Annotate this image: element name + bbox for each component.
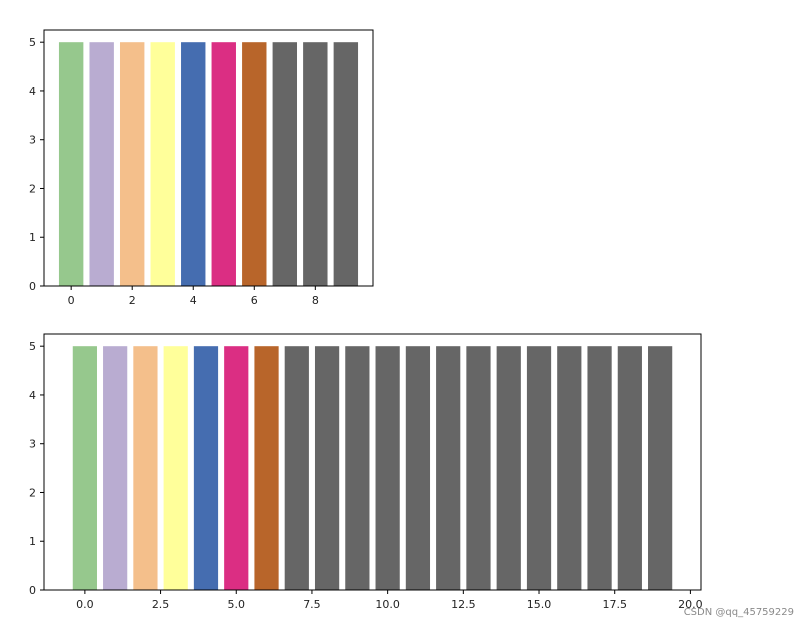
y-tick-label: 5 <box>29 340 36 353</box>
bar-7 <box>284 346 309 590</box>
y-tick-label: 3 <box>29 134 36 147</box>
bar-1 <box>103 346 128 590</box>
bar-1 <box>89 42 114 286</box>
bar-14 <box>496 346 521 590</box>
bar-2 <box>119 42 145 286</box>
x-tick-label: 0 <box>68 294 75 307</box>
x-tick-label: 6 <box>251 294 258 307</box>
x-tick-label: 10.0 <box>375 598 400 611</box>
x-tick-label: 20.0 <box>678 598 703 611</box>
x-tick-label: 4 <box>190 294 197 307</box>
y-tick-label: 1 <box>29 231 36 244</box>
x-tick-label: 8 <box>312 294 319 307</box>
bar-8 <box>314 346 340 590</box>
bar-19 <box>648 346 673 590</box>
bar-10 <box>375 346 400 590</box>
y-tick-label: 5 <box>29 36 36 49</box>
chart-2: 0.0 2.5 5.0 7.5 10.0 12.5 15.0 17.5 20.0 0 1 2 3 4 5 <box>29 333 703 611</box>
bar-17 <box>587 346 612 590</box>
bar-0 <box>58 42 84 286</box>
watermark: CSDN @qq_45759229 <box>683 607 794 618</box>
bar-9 <box>345 346 370 590</box>
y-tick-label: 4 <box>29 85 36 98</box>
chart-1: 0 2 4 6 8 0 1 2 3 4 5 <box>29 29 374 307</box>
bar-4 <box>181 42 206 286</box>
bar-7 <box>272 42 298 286</box>
bar-16 <box>557 346 582 590</box>
x-tick-label: 15.0 <box>527 598 552 611</box>
bar-4 <box>193 346 219 590</box>
bar-3 <box>150 42 175 286</box>
bar-6 <box>242 42 267 286</box>
bar-18 <box>617 346 642 590</box>
x-tick-label: 0.0 <box>76 598 94 611</box>
bar-12 <box>436 346 461 590</box>
y-tick-label: 3 <box>29 438 36 451</box>
y-tick-label: 4 <box>29 389 36 402</box>
bar-5 <box>211 42 236 286</box>
bar-11 <box>405 346 431 590</box>
bar-5 <box>224 346 249 590</box>
x-tick-label: 2 <box>129 294 136 307</box>
y-tick-label: 0 <box>29 280 36 293</box>
x-tick-label: 12.5 <box>451 598 476 611</box>
x-tick-label: 7.5 <box>303 598 321 611</box>
bar-3 <box>163 346 188 590</box>
x-tick-label: 17.5 <box>602 598 627 611</box>
bar-2 <box>133 346 158 590</box>
y-tick-label: 2 <box>29 182 36 195</box>
bar-15 <box>526 346 552 590</box>
bar-9 <box>333 42 359 286</box>
bar-13 <box>466 346 491 590</box>
y-tick-label: 2 <box>29 486 36 499</box>
bar-6 <box>254 346 279 590</box>
axes-frame <box>43 29 374 287</box>
y-tick-label: 1 <box>29 535 36 548</box>
y-tick-label: 0 <box>29 584 36 597</box>
x-tick-label: 2.5 <box>152 598 170 611</box>
axes-frame <box>43 333 702 591</box>
bar-8 <box>303 42 328 286</box>
bar-0 <box>72 346 97 590</box>
x-tick-label: 5.0 <box>228 598 246 611</box>
